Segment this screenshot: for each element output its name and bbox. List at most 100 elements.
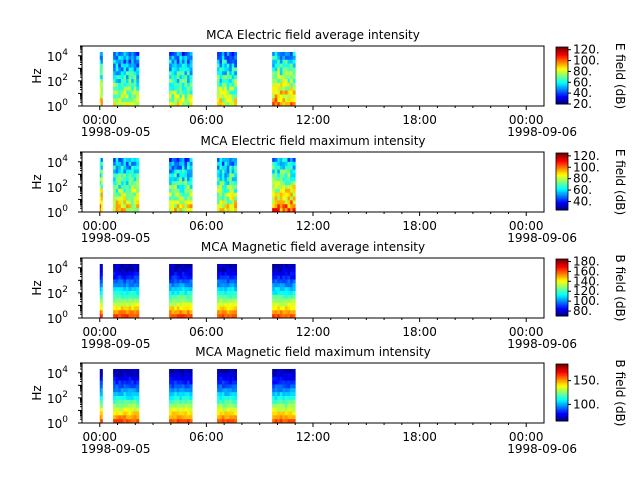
spectrogram-cell (189, 204, 193, 209)
spectrogram-cell (234, 157, 237, 163)
spectrogram-cell (292, 388, 296, 393)
spectrogram-cell (133, 181, 137, 186)
spectrogram-cell (136, 67, 140, 72)
spectrogram-cell (113, 302, 117, 307)
spectrogram-cell (219, 181, 223, 186)
spectrogram-cell (118, 271, 122, 276)
y-tick-base: 10 (47, 392, 62, 406)
spectrogram-cell (292, 396, 296, 401)
spectrogram-cell (282, 399, 286, 405)
spectrogram-cell (287, 177, 291, 182)
spectrogram-cell (101, 396, 103, 401)
spectrogram-cell (287, 173, 291, 178)
spectrogram-cell (131, 94, 135, 99)
spectrogram-cell (284, 263, 288, 269)
spectrogram-cell (189, 82, 193, 88)
spectrogram-cell (181, 396, 185, 401)
spectrogram-cell (279, 287, 283, 292)
colorbar-segment (556, 171, 568, 174)
spectrogram-cell (101, 298, 103, 303)
spectrogram-cell (174, 267, 178, 273)
spectrogram-cell (99, 75, 102, 80)
spectrogram-cell (284, 419, 288, 424)
spectrogram-cell (221, 173, 225, 178)
spectrogram-cell (176, 310, 180, 315)
spectrogram-cell (189, 419, 193, 424)
spectrogram-cell (136, 188, 140, 194)
spectrogram-cell (118, 157, 122, 163)
spectrogram-cell (292, 399, 296, 405)
panel-title: MCA Electric field average intensity (206, 28, 420, 42)
spectrogram-cell (174, 82, 178, 88)
spectrogram-cell (292, 287, 296, 292)
spectrogram-cell (226, 102, 230, 107)
spectrogram-cell (125, 51, 129, 57)
spectrogram-cell (169, 177, 173, 182)
spectrogram-cell (219, 275, 223, 280)
spectrogram-cell (181, 63, 185, 68)
spectrogram-cell (131, 67, 135, 72)
spectrogram-cell (128, 419, 132, 424)
spectrogram-cell (231, 267, 235, 273)
spectrogram-cell (120, 298, 124, 303)
spectrogram-cell (284, 90, 288, 95)
spectrogram-cell (181, 188, 185, 194)
spectrogram-cell (113, 314, 117, 319)
spectrogram-cell (176, 90, 180, 95)
spectrogram-cell (184, 196, 188, 201)
spectrogram-cell (217, 59, 220, 64)
spectrogram-cell (99, 271, 102, 276)
spectrogram-cell (217, 403, 220, 408)
spectrogram-cell (226, 204, 230, 209)
spectrogram-cell (217, 314, 220, 319)
spectrogram-cell (224, 388, 228, 393)
spectrogram-cell (224, 67, 228, 72)
spectrogram-cell (136, 388, 140, 393)
spectrogram-cell (229, 372, 233, 378)
spectrogram-cell (282, 165, 286, 170)
spectrogram-cell (118, 376, 122, 381)
spectrogram-cell (128, 399, 132, 405)
spectrogram-cell (181, 51, 185, 57)
spectrogram-cell (187, 204, 191, 209)
spectrogram-cell (226, 188, 230, 194)
spectrogram-cell (120, 51, 124, 57)
spectrogram-cell (171, 411, 175, 416)
spectrogram-cell (133, 403, 137, 408)
spectrogram-cell (279, 267, 283, 273)
spectrogram-cell (181, 380, 185, 385)
x-tick-label: 18:00 (402, 430, 437, 444)
spectrogram-cell (99, 63, 102, 68)
spectrogram-cell (272, 419, 276, 424)
spectrogram-cell (113, 51, 117, 57)
spectrogram-cell (290, 75, 294, 80)
spectrogram-cell (231, 306, 235, 311)
spectrogram-cell (176, 283, 180, 288)
spectrogram-cell (125, 71, 129, 76)
spectrogram-cell (184, 75, 188, 80)
spectrogram-cell (284, 399, 288, 405)
spectrogram-cell (224, 102, 228, 107)
spectrogram-cell (184, 384, 188, 389)
spectrogram-cell (181, 287, 185, 292)
spectrogram-cell (131, 291, 135, 296)
spectrogram-cell (169, 388, 173, 393)
spectrogram-cell (120, 306, 124, 311)
colorbar-segment (556, 157, 568, 160)
spectrogram-cell (113, 399, 117, 405)
spectrogram-cell (171, 310, 175, 315)
spectrogram-cell (120, 169, 124, 174)
spectrogram-cell (290, 98, 294, 103)
spectrogram-cell (99, 90, 102, 95)
spectrogram-cell (169, 376, 173, 381)
spectrogram-cell (274, 291, 278, 296)
colorbar-segment (556, 52, 568, 55)
spectrogram-cell (115, 161, 119, 167)
spectrogram-cell (229, 380, 233, 385)
spectrogram-cell (120, 279, 124, 284)
spectrogram-cell (229, 169, 233, 174)
colorbar-segment (556, 297, 568, 300)
colorbar-segment (556, 177, 568, 180)
spectrogram-cell (125, 161, 129, 167)
spectrogram-cell (123, 384, 127, 389)
